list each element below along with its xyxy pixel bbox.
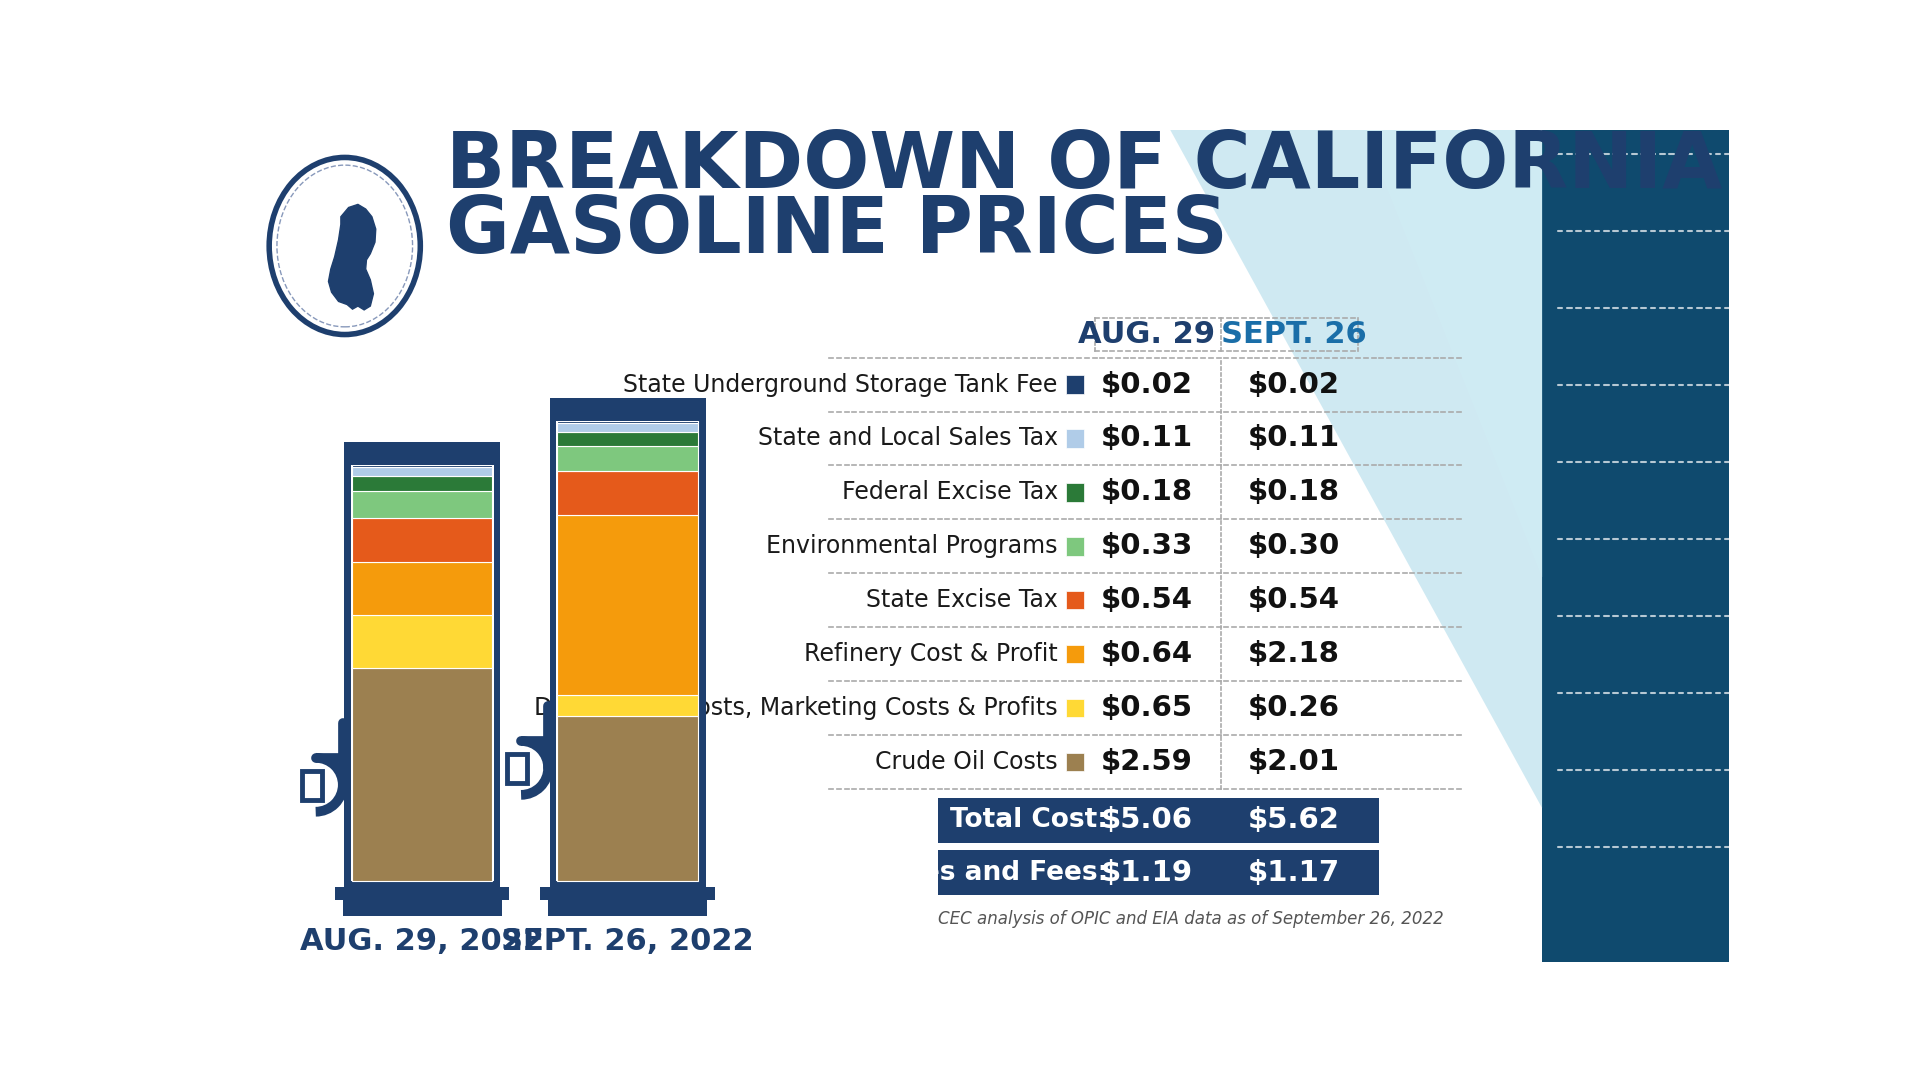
Text: $5.62: $5.62 — [1249, 806, 1341, 835]
Text: BREAKDOWN OF CALIFORNIA: BREAKDOWN OF CALIFORNIA — [446, 128, 1721, 203]
Bar — [350, 465, 494, 881]
Text: $0.11: $0.11 — [1101, 425, 1193, 453]
Polygon shape — [1364, 130, 1543, 577]
Text: $0.02: $0.02 — [1101, 371, 1193, 399]
Bar — [334, 886, 509, 900]
Text: $1.17: $1.17 — [1249, 858, 1341, 886]
Bar — [1066, 375, 1083, 393]
Text: Crude Oil Costs: Crude Oil Costs — [876, 750, 1058, 774]
Bar — [547, 899, 707, 916]
Bar — [352, 615, 492, 668]
Text: $0.26: $0.26 — [1249, 694, 1341, 722]
Bar — [1066, 645, 1083, 664]
Text: CEC analysis of OPIC and EIA data as of September 26, 2022: CEC analysis of OPIC and EIA data as of … — [937, 910, 1443, 929]
Text: $2.59: $2.59 — [1101, 748, 1193, 776]
Bar — [1066, 429, 1083, 448]
Bar — [555, 410, 699, 413]
Text: Total Taxes and Fees:: Total Taxes and Fees: — [791, 859, 1108, 885]
Text: $0.18: $0.18 — [1101, 479, 1193, 506]
Text: Environmental Programs: Environmental Programs — [766, 534, 1058, 558]
Text: AUG. 29, 2022: AUG. 29, 2022 — [300, 927, 544, 957]
Bar — [555, 421, 699, 881]
Ellipse shape — [269, 158, 421, 334]
Text: $0.64: $0.64 — [1101, 640, 1193, 668]
Bar — [557, 423, 697, 431]
Bar — [557, 695, 697, 716]
Text: $2.01: $2.01 — [1249, 748, 1341, 776]
Text: GASOLINE PRICES: GASOLINE PRICES — [446, 193, 1228, 269]
Bar — [937, 851, 1379, 895]
Bar — [557, 446, 697, 471]
Bar — [555, 415, 699, 421]
Text: State Underground Storage Tank Fee: State Underground Storage Tank Fee — [624, 373, 1058, 397]
Text: AUG. 29: AUG. 29 — [1078, 320, 1216, 349]
Text: $2.18: $2.18 — [1249, 640, 1341, 668]
Text: State Excise Tax: State Excise Tax — [866, 588, 1058, 612]
Text: $0.54: $0.54 — [1249, 586, 1341, 614]
Bar — [350, 454, 494, 457]
Bar — [540, 886, 715, 900]
Bar — [557, 421, 697, 423]
Bar — [557, 431, 697, 446]
Bar — [557, 716, 697, 881]
Bar — [342, 899, 501, 916]
Text: $5.06: $5.06 — [1101, 806, 1193, 835]
Bar — [555, 404, 699, 408]
Text: $0.54: $0.54 — [1101, 586, 1193, 614]
Text: $0.65: $0.65 — [1101, 694, 1193, 722]
Bar — [557, 516, 697, 695]
Bar — [302, 771, 323, 800]
Bar — [557, 471, 697, 516]
Bar — [1066, 698, 1083, 717]
Bar — [352, 562, 492, 615]
Bar — [1066, 752, 1083, 771]
Bar — [937, 798, 1379, 843]
Bar — [352, 518, 492, 562]
Text: SEPT. 26, 2022: SEPT. 26, 2022 — [501, 927, 753, 957]
Bar — [1066, 591, 1083, 610]
Bar — [352, 476, 492, 491]
Text: Total Cost:: Total Cost: — [951, 808, 1108, 833]
Bar — [352, 668, 492, 881]
Bar — [352, 491, 492, 518]
Polygon shape — [328, 204, 377, 310]
Bar — [549, 415, 705, 888]
Bar — [344, 442, 499, 465]
Bar — [352, 465, 492, 467]
Polygon shape — [1170, 130, 1543, 809]
Text: Distribution Costs, Marketing Costs & Profits: Distribution Costs, Marketing Costs & Pr… — [534, 696, 1058, 720]
Bar — [352, 467, 492, 476]
Text: Refinery Cost & Profit: Refinery Cost & Profit — [805, 642, 1058, 666]
Polygon shape — [1543, 130, 1729, 962]
Bar — [1066, 483, 1083, 502]
Text: State and Local Sales Tax: State and Local Sales Tax — [757, 427, 1058, 451]
Bar — [507, 755, 526, 784]
Text: $0.33: $0.33 — [1101, 532, 1193, 560]
Text: Federal Excise Tax: Federal Excise Tax — [841, 480, 1058, 505]
Text: $0.02: $0.02 — [1249, 371, 1341, 399]
Bar — [350, 449, 494, 452]
Bar — [350, 459, 494, 465]
Text: $0.11: $0.11 — [1249, 425, 1341, 453]
Bar — [549, 398, 705, 421]
Text: $0.18: $0.18 — [1249, 479, 1341, 506]
Text: SEPT. 26: SEPT. 26 — [1222, 320, 1368, 349]
Text: $0.30: $0.30 — [1249, 532, 1341, 560]
Text: $1.19: $1.19 — [1101, 858, 1193, 886]
Bar — [1066, 537, 1083, 556]
Bar — [344, 459, 499, 888]
